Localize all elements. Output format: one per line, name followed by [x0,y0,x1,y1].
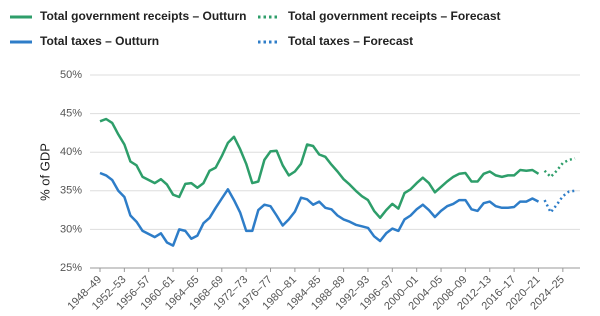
legend-label: Total government receipts – Outturn [40,9,246,23]
legend-label: Total government receipts – Forecast [288,9,501,23]
series-line [543,189,576,214]
y-tick-label: 30% [60,223,82,235]
y-tick-label: 35% [60,185,82,197]
y-axis-label: % of GDP [37,143,52,201]
series-line [99,117,540,220]
y-tick-label: 25% [60,262,82,274]
series-line [543,157,576,179]
y-tick-label: 50% [60,69,82,81]
legend: Total government receipts – Outturn Total… [10,9,501,48]
y-tick-label: 40% [60,146,82,158]
legend-label: Total taxes – Outturn [40,34,159,48]
y-tick-label: 45% [60,108,82,120]
series-line [99,171,540,247]
legend-label: Total taxes – Forecast [288,34,413,48]
